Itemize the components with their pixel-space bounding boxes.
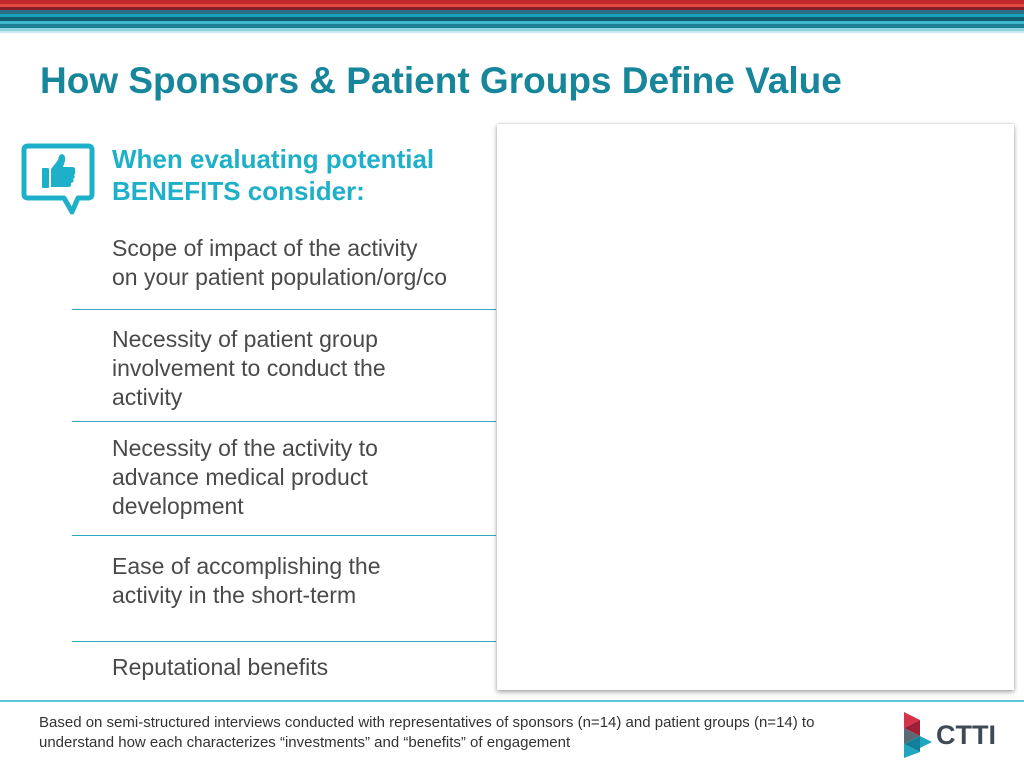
list-item: Ease of accomplishing the activity in th…	[72, 536, 496, 642]
benefit-label: Ease of accomplishing the activity in th…	[112, 553, 381, 608]
benefits-heading: When evaluating potential BENEFITS consi…	[112, 144, 435, 206]
footer-divider	[0, 700, 1024, 702]
footnote: Based on semi-structured interviews cond…	[39, 714, 815, 751]
benefit-label: Necessity of the activity to advance med…	[112, 435, 378, 519]
list-item: Reputational benefits	[72, 642, 496, 692]
list-item: Necessity of the activity to advance med…	[72, 422, 496, 536]
ctti-logo: CTTI	[902, 710, 996, 760]
top-decorative-stripes	[0, 0, 1024, 33]
benefits-list: Scope of impact of the activity on your …	[72, 232, 496, 692]
list-item: Necessity of patient group involvement t…	[72, 310, 496, 422]
benefit-label: Scope of impact of the activity on your …	[112, 235, 448, 290]
list-item: Scope of impact of the activity on your …	[72, 232, 496, 310]
page-title: How Sponsors & Patient Groups Define Val…	[40, 60, 842, 101]
benefit-label: Reputational benefits	[112, 654, 329, 680]
logo-text: CTTI	[936, 720, 996, 750]
blank-content-panel	[497, 124, 1014, 690]
benefit-label: Necessity of patient group involvement t…	[112, 326, 386, 410]
ctti-logo-mark-icon	[904, 712, 932, 758]
thumbs-up-speech-bubble-icon	[21, 143, 95, 215]
